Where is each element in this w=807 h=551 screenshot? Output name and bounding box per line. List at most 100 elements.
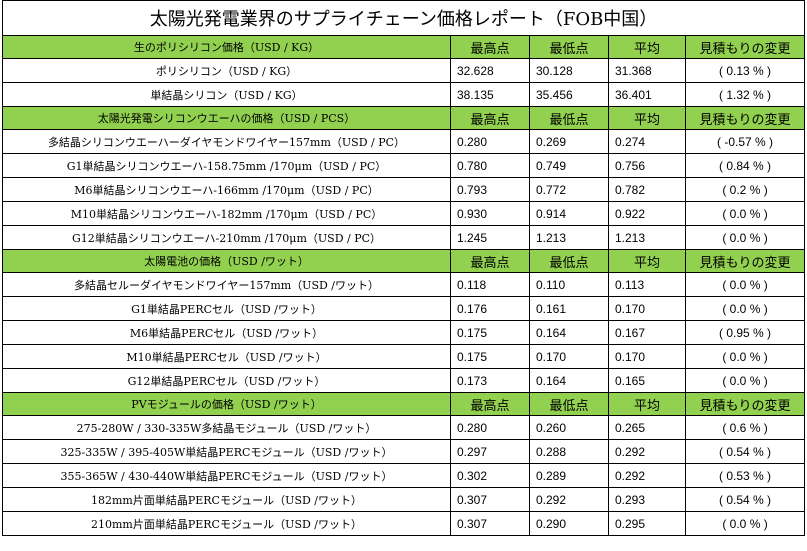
cell-low: 0.269 [529,129,609,154]
cell-high: 0.175 [450,320,530,345]
header-avg: 平均 [608,35,686,59]
cell-high: 0.118 [450,272,530,297]
cell-change: ( 0.0 % ) [684,368,806,393]
header-high: 最高点 [450,249,530,273]
cell-low: 0.772 [529,177,609,202]
row-label: M6単結晶PERCセル（USD /ワット） [2,320,451,345]
header-low: 最低点 [529,106,609,130]
table-row: 多結晶セルーダイヤモンドワイヤー157mm（USD /ワット） 0.118 0.11… [2,272,806,297]
section-header-row: 太陽光発電シリコンウエーハの価格（USD / PCS） 最高点 最低点 平均 見積もりの… [2,106,806,130]
row-label: 182mm片面単結晶PERCモジュール（USD /ワット） [2,487,451,512]
cell-avg: 0.165 [608,368,686,393]
cell-low: 35.456 [529,82,609,107]
cell-avg: 0.295 [608,511,686,536]
table-row: M6単結晶PERCセル（USD /ワット） 0.175 0.164 0.167( 0.… [2,320,806,345]
cell-high: 32.628 [450,58,530,83]
cell-change: ( 0.54 % ) [684,439,806,464]
cell-low: 30.128 [529,58,609,83]
row-label: 多結晶セルーダイヤモンドワイヤー157mm（USD /ワット） [2,272,451,297]
header-avg: 平均 [608,249,686,273]
cell-change: ( 0.0 % ) [684,344,806,369]
cell-high: 1.245 [450,225,530,250]
header-change: 見積もりの変更 [684,35,806,59]
cell-low: 0.164 [529,368,609,393]
row-label: 210mm片面単結晶PERCモジュール（USD /ワット） [2,511,451,536]
cell-change: ( 0.0 % ) [684,296,806,321]
section-title: PVモジュールの価格（USD /ワット） [2,392,451,416]
cell-low: 0.290 [529,511,609,536]
row-label: G12単結晶PERCセル（USD /ワット） [2,368,451,393]
cell-high: 0.302 [450,463,530,488]
table-row: ポリシリコン（USD / KG） 32.628 30.128 31.368( 0.13… [2,58,806,83]
cell-high: 0.297 [450,439,530,464]
cell-change: ( 0.0 % ) [684,272,806,297]
cell-low: 1.213 [529,225,609,250]
cell-avg: 0.292 [608,463,686,488]
cell-avg: 1.213 [608,225,686,250]
cell-avg: 0.293 [608,487,686,512]
cell-low: 0.164 [529,320,609,345]
report-title: 太陽光発電業界のサプライチェーン価格レポート（FOB中国） [1,0,806,36]
row-label: M10単結晶PERCセル（USD /ワット） [2,344,451,369]
row-label: G1単結晶PERCセル（USD /ワット） [2,296,451,321]
cell-low: 0.161 [529,296,609,321]
cell-high: 0.780 [450,153,530,178]
header-avg: 平均 [608,392,686,416]
cell-avg: 0.170 [608,296,686,321]
table-row: G12単結晶PERCセル（USD /ワット） 0.173 0.164 0.165( 0… [2,368,806,393]
header-low: 最低点 [529,35,609,59]
cell-high: 0.307 [450,511,530,536]
section-title: 太陽電池の価格（USD /ワット） [2,249,451,273]
table-row: M10単結晶シリコンウエーハ-182mm /170μm（USD / PC） 0.9… [2,201,806,226]
header-change: 見積もりの変更 [684,392,806,416]
cell-low: 0.289 [529,463,609,488]
table-row: 単結晶シリコン（USD / KG） 38.135 35.456 36.401( 1.3… [2,82,806,107]
cell-low: 0.749 [529,153,609,178]
price-report-body: 太陽光発電業界のサプライチェーン価格レポート（FOB中国） 生のポリシリコン価格… [1,0,806,536]
cell-high: 0.175 [450,344,530,369]
table-row: 275-280W / 330-335W多結晶モジュール（USD /ワット） 0.2… [2,415,806,440]
table-row: M10単結晶PERCセル（USD /ワット） 0.175 0.170 0.170( 0… [2,344,806,369]
cell-high: 0.176 [450,296,530,321]
table-row: 355-365W / 430-440W単結晶PERCモジュール（USD /ワット… [2,463,806,488]
table-row: 182mm片面単結晶PERCモジュール（USD /ワット） 0.307 0.292 0… [2,487,806,512]
row-label: G12単結晶シリコンウエーハ-210mm /170μm（USD / PC） [2,225,451,250]
title-row: 太陽光発電業界のサプライチェーン価格レポート（FOB中国） [1,0,806,36]
price-report-table: 太陽光発電業界のサプライチェーン価格レポート（FOB中国） 生のポリシリコン価格… [1,0,806,536]
cell-low: 0.170 [529,344,609,369]
cell-high: 0.307 [450,487,530,512]
cell-avg: 0.167 [608,320,686,345]
cell-change: ( 0.95 % ) [684,320,806,345]
cell-avg: 0.113 [608,272,686,297]
cell-change: ( 0.54 % ) [684,487,806,512]
cell-avg: 0.274 [608,129,686,154]
cell-high: 38.135 [450,82,530,107]
section-title: 生のポリシリコン価格（USD / KG） [2,35,451,59]
header-change: 見積もりの変更 [684,106,806,130]
cell-avg: 0.170 [608,344,686,369]
cell-avg: 0.292 [608,439,686,464]
header-low: 最低点 [529,392,609,416]
cell-avg: 0.782 [608,177,686,202]
section-header-row: PVモジュールの価格（USD /ワット） 最高点 最低点 平均 見積もりの変更 [2,392,806,416]
cell-change: ( 0.84 % ) [684,153,806,178]
row-label: M6単結晶シリコンウエーハ-166mm /170μm（USD / PC） [2,177,451,202]
cell-low: 0.288 [529,439,609,464]
header-high: 最高点 [450,392,530,416]
row-label: 単結晶シリコン（USD / KG） [2,82,451,107]
header-low: 最低点 [529,249,609,273]
cell-change: ( 0.0 % ) [684,225,806,250]
row-label: 325-335W / 395-405W単結晶PERCモジュール（USD /ワット… [2,439,451,464]
cell-avg: 36.401 [608,82,686,107]
header-change: 見積もりの変更 [684,249,806,273]
row-label: G1単結晶シリコンウエーハ-158.75mm /170μm（USD / PC） [2,153,451,178]
cell-high: 0.173 [450,368,530,393]
cell-avg: 0.265 [608,415,686,440]
header-high: 最高点 [450,106,530,130]
cell-low: 0.914 [529,201,609,226]
table-row: M6単結晶シリコンウエーハ-166mm /170μm（USD / PC） 0.79… [2,177,806,202]
cell-avg: 0.922 [608,201,686,226]
cell-high: 0.280 [450,129,530,154]
table-row: 多結晶シリコンウエーハーダイヤモンドワイヤー157mm（USD / PC） 0.2… [2,129,806,154]
cell-change: ( 0.6 % ) [684,415,806,440]
